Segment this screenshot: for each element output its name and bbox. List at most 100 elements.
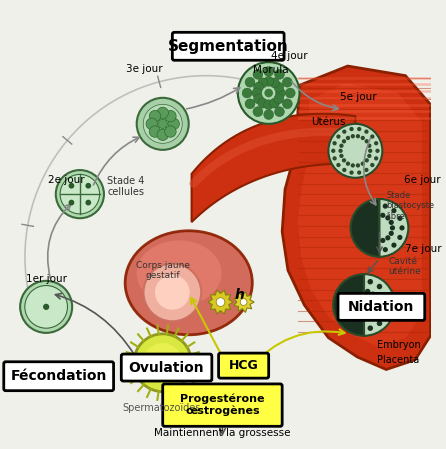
Circle shape <box>157 357 169 369</box>
Text: Segmentation: Segmentation <box>168 39 289 54</box>
Text: 6e jour: 6e jour <box>404 175 440 185</box>
FancyBboxPatch shape <box>121 354 212 381</box>
Circle shape <box>367 144 372 148</box>
Text: Cavité
utérine: Cavité utérine <box>388 257 421 276</box>
Circle shape <box>377 321 382 326</box>
Circle shape <box>157 129 169 141</box>
Circle shape <box>383 203 388 209</box>
FancyBboxPatch shape <box>4 362 114 391</box>
Text: 7e jour: 7e jour <box>405 244 442 254</box>
Circle shape <box>380 238 385 243</box>
Circle shape <box>336 134 341 139</box>
Text: 5e jour: 5e jour <box>340 92 376 102</box>
Text: Ovulation: Ovulation <box>129 361 204 374</box>
Text: Maintiennent la grossesse: Maintiennent la grossesse <box>154 428 291 438</box>
Circle shape <box>149 126 161 137</box>
Circle shape <box>264 89 273 97</box>
Circle shape <box>254 82 264 92</box>
Circle shape <box>368 326 373 331</box>
Circle shape <box>397 216 402 221</box>
Polygon shape <box>282 66 430 370</box>
Text: HCG: HCG <box>229 359 259 372</box>
Circle shape <box>339 154 343 158</box>
Circle shape <box>155 275 190 310</box>
Circle shape <box>269 98 280 108</box>
Circle shape <box>361 136 365 140</box>
Circle shape <box>370 134 375 139</box>
Circle shape <box>374 156 378 161</box>
Text: 3e jour: 3e jour <box>126 64 163 74</box>
Circle shape <box>143 104 182 143</box>
Circle shape <box>165 126 176 137</box>
Circle shape <box>342 129 347 134</box>
Circle shape <box>69 200 74 206</box>
Circle shape <box>254 94 264 104</box>
Text: Stade 4
cellules: Stade 4 cellules <box>107 176 145 197</box>
Circle shape <box>367 154 372 158</box>
Circle shape <box>264 110 273 119</box>
Circle shape <box>383 247 388 252</box>
Circle shape <box>349 171 354 175</box>
Circle shape <box>282 99 292 109</box>
Circle shape <box>349 127 354 131</box>
Circle shape <box>328 124 382 178</box>
Circle shape <box>342 158 346 163</box>
Circle shape <box>275 70 285 79</box>
Circle shape <box>365 289 371 294</box>
Circle shape <box>85 200 91 206</box>
Text: Placenta: Placenta <box>376 355 419 365</box>
FancyBboxPatch shape <box>338 293 425 320</box>
Circle shape <box>370 291 376 297</box>
Circle shape <box>165 110 176 122</box>
Circle shape <box>331 149 335 153</box>
Text: 4e jour: 4e jour <box>271 51 307 62</box>
Circle shape <box>339 149 343 153</box>
Circle shape <box>158 119 167 128</box>
Circle shape <box>245 99 255 109</box>
Circle shape <box>134 334 192 392</box>
Circle shape <box>356 163 360 167</box>
Circle shape <box>351 163 355 167</box>
Circle shape <box>375 302 381 308</box>
Circle shape <box>274 94 284 104</box>
Circle shape <box>356 134 360 138</box>
Circle shape <box>365 316 371 321</box>
Circle shape <box>357 127 361 131</box>
Circle shape <box>85 183 91 189</box>
Circle shape <box>370 163 375 167</box>
Circle shape <box>143 343 182 383</box>
Circle shape <box>385 235 390 240</box>
Circle shape <box>383 292 388 298</box>
FancyBboxPatch shape <box>172 32 284 60</box>
Ellipse shape <box>125 231 252 335</box>
Circle shape <box>336 163 341 167</box>
Circle shape <box>157 107 169 119</box>
Wedge shape <box>333 274 364 336</box>
FancyBboxPatch shape <box>219 353 268 378</box>
Circle shape <box>274 82 284 92</box>
Circle shape <box>368 279 373 285</box>
Circle shape <box>342 168 347 172</box>
Circle shape <box>397 235 402 240</box>
Circle shape <box>357 171 361 175</box>
Circle shape <box>368 149 372 153</box>
Circle shape <box>20 281 72 333</box>
Polygon shape <box>208 290 233 314</box>
Circle shape <box>264 66 273 76</box>
Circle shape <box>269 78 280 88</box>
Circle shape <box>137 98 189 150</box>
Circle shape <box>60 174 99 214</box>
Wedge shape <box>364 274 395 336</box>
Circle shape <box>43 304 49 310</box>
Text: h: h <box>235 288 245 302</box>
Text: 1er jour: 1er jour <box>26 274 66 284</box>
Circle shape <box>385 302 391 308</box>
Text: Morula: Morula <box>253 65 289 75</box>
Wedge shape <box>380 199 409 257</box>
Circle shape <box>364 158 369 163</box>
Ellipse shape <box>137 240 222 306</box>
Text: Corps jaune
gestatif: Corps jaune gestatif <box>136 260 190 280</box>
Circle shape <box>346 162 350 166</box>
Circle shape <box>391 242 396 248</box>
Circle shape <box>400 225 405 230</box>
